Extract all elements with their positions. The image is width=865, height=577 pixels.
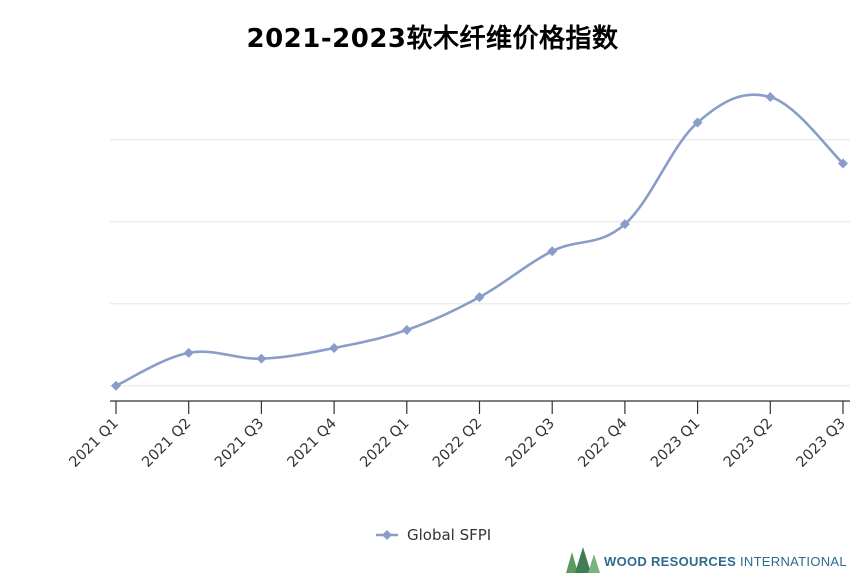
x-tick-label: 2021 Q3 — [212, 416, 267, 471]
x-tick-label: 2021 Q1 — [67, 416, 122, 471]
gridlines — [110, 139, 850, 387]
tree-logo-icon — [566, 547, 600, 573]
data-point-7 — [619, 219, 630, 230]
x-tick-label: 2023 Q2 — [721, 416, 776, 471]
data-point-0 — [111, 380, 121, 391]
x-tick-label: 2022 Q1 — [357, 416, 412, 471]
legend-label: Global SFPI — [407, 526, 491, 544]
series-global-sfpi — [111, 92, 848, 391]
x-tick-label: 2022 Q2 — [430, 416, 485, 471]
chart-title: 2021-2023软木纤维价格指数 — [246, 24, 619, 54]
data-point-5 — [474, 292, 485, 303]
data-point-1 — [183, 347, 194, 358]
x-tick-label: 2023 Q3 — [794, 416, 849, 471]
data-point-6 — [547, 246, 558, 257]
x-tick-label: 2021 Q4 — [285, 416, 340, 471]
logo-text-main: WOOD RESOURCES — [604, 553, 740, 569]
x-axis: 2021 Q1 2021 Q2 2021 Q3 2021 Q4 2022 Q1 2022 … — [67, 400, 850, 471]
legend-marker — [382, 530, 392, 540]
data-point-10 — [838, 158, 848, 169]
x-tick-label: 2023 Q1 — [648, 416, 703, 471]
x-tick-label: 2022 Q3 — [503, 416, 558, 471]
logo-text-tail: INTERNATIONAL — [739, 553, 847, 569]
wood-resources-logo: WOOD RESOURCES INTERNATIONAL — [566, 546, 847, 576]
legend: Global SFPI — [376, 526, 491, 544]
data-point-3 — [329, 342, 340, 353]
data-point-8 — [692, 117, 703, 128]
data-point-2 — [256, 353, 267, 364]
logo-text: WOOD RESOURCES INTERNATIONAL — [604, 554, 847, 569]
x-tick-label: 2021 Q2 — [139, 416, 194, 471]
series-line — [115, 93, 844, 387]
data-point-9 — [765, 92, 776, 103]
x-tick-label: 2022 Q4 — [575, 416, 630, 471]
data-point-4 — [401, 324, 412, 335]
